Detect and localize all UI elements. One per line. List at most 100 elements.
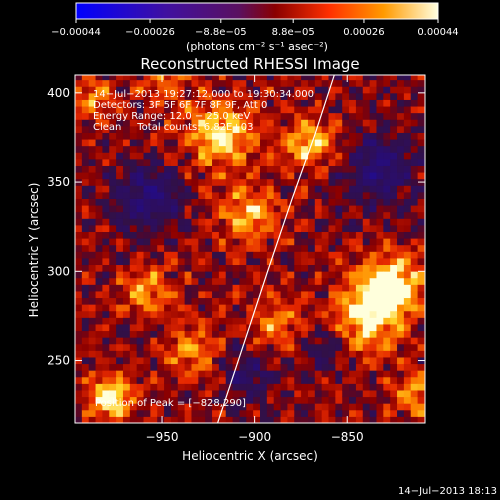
heatmap-cell — [122, 112, 131, 120]
heatmap-cell — [109, 370, 117, 378]
heatmap-cell — [102, 271, 110, 279]
heatmap-cell — [314, 323, 323, 332]
heatmap-cell — [266, 284, 275, 292]
heatmap-cell — [273, 178, 282, 186]
heatmap-cell — [95, 317, 103, 325]
heatmap-cell — [157, 145, 165, 153]
heatmap-cell — [328, 409, 336, 417]
heatmap-cell — [246, 191, 254, 199]
heatmap-cell — [301, 172, 309, 180]
heatmap-cell — [75, 218, 83, 226]
heatmap-cell — [75, 132, 83, 140]
heatmap-cell — [369, 231, 377, 239]
heatmap-cell — [335, 132, 343, 140]
heatmap-cell — [342, 178, 350, 186]
heatmap-cell — [314, 205, 323, 213]
heatmap-cell — [191, 119, 199, 127]
heatmap-cell — [390, 310, 398, 318]
heatmap-cell — [81, 185, 90, 193]
heatmap-cell — [170, 403, 179, 411]
heatmap-cell — [157, 185, 165, 193]
heatmap-cell — [253, 86, 261, 94]
heatmap-cell — [403, 343, 412, 351]
heatmap-cell — [232, 178, 240, 186]
heatmap-cell — [349, 317, 357, 325]
heatmap-cell — [157, 376, 165, 384]
heatmap-cell — [232, 92, 240, 100]
heatmap-cell — [212, 356, 220, 365]
heatmap-cell — [198, 86, 206, 94]
heatmap-cell — [122, 330, 131, 338]
heatmap-cell — [109, 211, 117, 219]
heatmap-cell — [383, 172, 391, 180]
colorbar-tick-label: −0.00044 — [51, 27, 101, 38]
heatmap-cell — [335, 284, 343, 292]
heatmap-cell — [314, 363, 323, 371]
heatmap-cell — [136, 191, 145, 199]
heatmap-cell — [383, 231, 391, 239]
heatmap-cell — [239, 165, 247, 173]
heatmap-cell — [280, 290, 288, 299]
heatmap-cell — [287, 343, 295, 351]
heatmap-cell — [342, 125, 350, 133]
heatmap-cell — [328, 277, 336, 285]
heatmap-cell — [143, 350, 151, 358]
heatmap-cell — [355, 416, 364, 423]
heatmap-cell — [328, 251, 336, 259]
heatmap-cell — [102, 165, 110, 173]
heatmap-cell — [143, 304, 151, 312]
heatmap-cell — [328, 112, 336, 120]
heatmap-cell — [321, 343, 330, 351]
heatmap-cell — [424, 323, 425, 332]
heatmap-cell — [129, 370, 138, 378]
heatmap-cell — [136, 403, 145, 411]
heatmap-cell — [143, 317, 151, 325]
heatmap-cell — [355, 370, 364, 378]
heatmap-cell — [280, 185, 288, 193]
heatmap-cell — [321, 337, 330, 345]
heatmap-cell — [294, 409, 302, 417]
heatmap-cell — [157, 92, 165, 100]
heatmap-cell — [307, 376, 316, 384]
heatmap-cell — [122, 152, 131, 160]
heatmap-cell — [280, 376, 288, 384]
heatmap-cell — [280, 389, 288, 398]
heatmap-cell — [129, 304, 138, 312]
heatmap-cell — [266, 198, 275, 206]
heatmap-cell — [218, 79, 227, 87]
heatmap-cell — [390, 145, 398, 153]
heatmap-cell — [164, 416, 172, 423]
heatmap-cell — [198, 75, 206, 81]
heatmap-cell — [239, 132, 247, 140]
heatmap-cell — [232, 238, 240, 246]
heatmap-cell — [260, 389, 268, 398]
heatmap-cell — [253, 218, 261, 226]
heatmap-cell — [170, 205, 179, 213]
heatmap-cell — [410, 264, 419, 272]
heatmap-cell — [390, 317, 398, 325]
heatmap-cell — [218, 205, 227, 213]
heatmap-cell — [157, 317, 165, 325]
heatmap-cell — [266, 238, 275, 246]
heatmap-cell — [225, 191, 234, 199]
heatmap-cell — [184, 330, 192, 338]
heatmap-cell — [122, 244, 131, 252]
heatmap-cell — [287, 152, 295, 160]
heatmap-cell — [184, 244, 192, 252]
heatmap-cell — [246, 86, 254, 94]
heatmap-cell — [410, 383, 419, 391]
heatmap-cell — [150, 383, 158, 391]
heatmap-cell — [417, 323, 425, 332]
heatmap-cell — [164, 277, 172, 285]
heatmap-cell — [294, 356, 302, 365]
heatmap-cell — [198, 403, 206, 411]
heatmap-cell — [301, 165, 309, 173]
heatmap-cell — [301, 185, 309, 193]
heatmap-cell — [116, 191, 124, 199]
heatmap-cell — [410, 370, 419, 378]
heatmap-cell — [355, 356, 364, 365]
heatmap-cell — [403, 178, 412, 186]
heatmap-cell — [109, 75, 117, 81]
heatmap-cell — [225, 112, 234, 120]
heatmap-cell — [109, 257, 117, 266]
